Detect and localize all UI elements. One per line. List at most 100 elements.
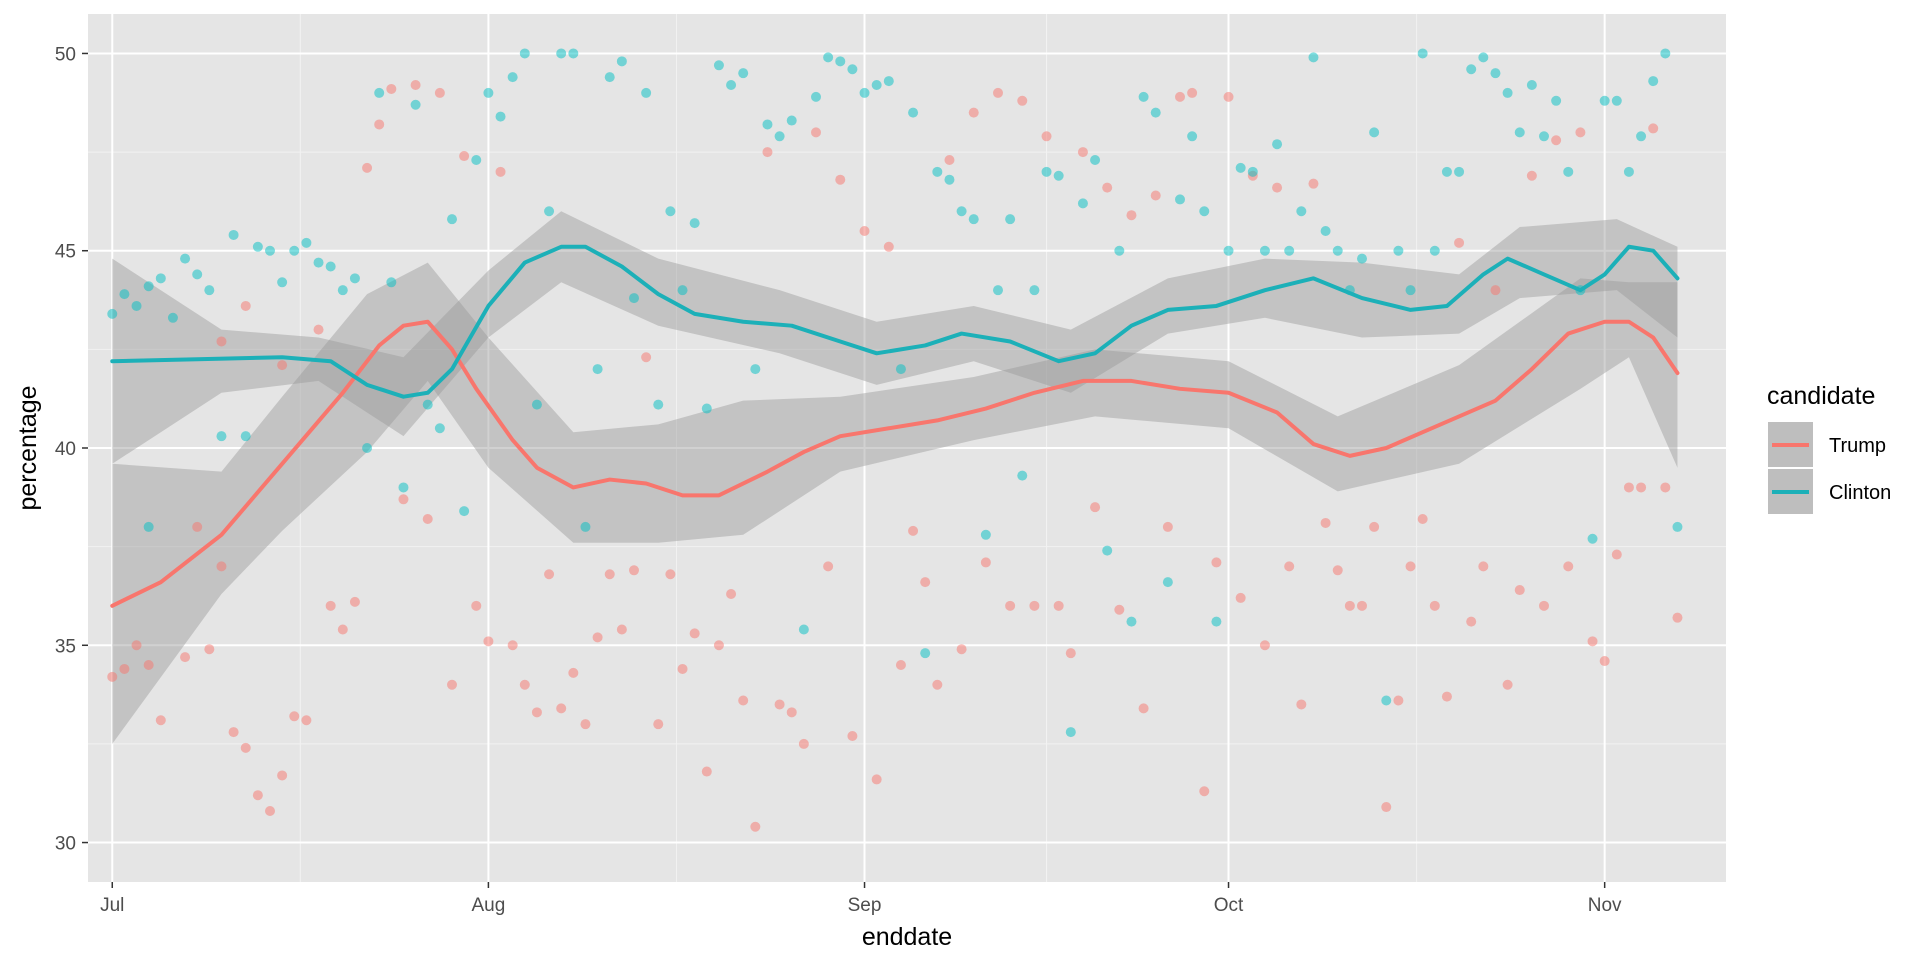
point-trump [1029, 600, 1040, 611]
point-trump [956, 644, 967, 655]
point-trump [301, 715, 312, 726]
point-trump [192, 521, 203, 532]
point-clinton [1102, 545, 1113, 556]
x-tick-label: Aug [471, 895, 505, 916]
point-trump [216, 561, 227, 572]
point-clinton [1514, 127, 1525, 138]
point-clinton [1175, 194, 1185, 205]
point-clinton [580, 521, 591, 532]
point-clinton [1648, 76, 1659, 87]
point-trump [629, 565, 639, 576]
point-clinton [1563, 166, 1574, 177]
point-trump [616, 624, 627, 635]
point-clinton [1284, 245, 1295, 256]
point-trump [798, 738, 809, 749]
point-trump [908, 525, 919, 536]
point-clinton [1587, 533, 1598, 544]
point-clinton [968, 214, 979, 225]
point-trump [726, 588, 737, 599]
point-clinton [131, 300, 142, 311]
point-trump [1017, 95, 1028, 106]
point-clinton [932, 166, 943, 177]
point-clinton [1272, 139, 1283, 150]
y-tick-label: 35 [55, 636, 76, 657]
ribbon-clinton [112, 211, 1678, 464]
point-trump [835, 174, 846, 185]
point-clinton [726, 80, 737, 91]
point-clinton [616, 56, 627, 67]
point-clinton [1017, 470, 1028, 481]
point-clinton [1490, 68, 1501, 79]
x-tick-label: Nov [1588, 895, 1622, 916]
point-clinton [1005, 214, 1016, 225]
point-clinton [204, 285, 215, 296]
point-trump [592, 632, 603, 643]
point-trump [362, 162, 373, 173]
point-trump [1466, 616, 1477, 627]
point-clinton [1660, 48, 1671, 59]
point-trump [349, 596, 360, 607]
point-trump [580, 719, 591, 730]
point-trump [1393, 695, 1404, 706]
point-clinton [1466, 64, 1477, 75]
point-clinton [374, 87, 385, 98]
point-clinton [1599, 95, 1610, 106]
y-axis: 30 35 40 45 50 [55, 44, 88, 855]
point-trump [1357, 600, 1367, 611]
point-clinton [653, 399, 664, 410]
ribbons [112, 211, 1678, 744]
trend-line-trump [110, 319, 1680, 608]
point-clinton [119, 289, 130, 300]
point-clinton [155, 273, 166, 284]
point-trump [1053, 600, 1064, 611]
legend-title: candidate [1767, 382, 1875, 410]
y-tick-label: 45 [55, 242, 76, 263]
point-clinton [240, 431, 251, 442]
point-trump [920, 577, 931, 588]
point-trump [434, 87, 445, 98]
point-trump [1563, 561, 1574, 572]
point-trump [422, 514, 433, 525]
ribbon-trump [112, 262, 1678, 744]
point-trump [713, 640, 724, 651]
point-clinton [1150, 107, 1161, 118]
point-trump [1490, 285, 1501, 296]
point-trump [1332, 565, 1343, 576]
point-trump [604, 569, 615, 580]
point-trump [1102, 182, 1113, 193]
point-clinton [459, 506, 470, 517]
point-trump [968, 107, 979, 118]
point-clinton [519, 48, 530, 59]
point-clinton [410, 99, 421, 110]
point-trump [1138, 703, 1149, 714]
point-trump [277, 770, 288, 781]
point-clinton [713, 60, 724, 71]
point-clinton [568, 48, 579, 59]
point-trump [495, 166, 506, 177]
point-trump [1090, 502, 1101, 513]
point-clinton [798, 624, 809, 635]
point-trump [519, 679, 530, 690]
point-trump [252, 790, 263, 801]
legend: candidate Trump Clinton [1767, 382, 1891, 514]
point-trump [1369, 521, 1380, 532]
point-clinton [556, 48, 567, 59]
point-trump [1211, 557, 1222, 568]
point-clinton [1381, 695, 1392, 706]
point-trump [762, 147, 773, 158]
point-clinton [1041, 166, 1052, 177]
point-trump [155, 715, 166, 726]
point-trump [568, 667, 579, 678]
point-trump [871, 774, 882, 785]
y-tick-label: 40 [55, 439, 76, 460]
point-trump [531, 707, 542, 718]
point-trump [180, 652, 191, 663]
point-clinton [1247, 166, 1258, 177]
point-clinton [143, 281, 154, 292]
point-trump [1575, 127, 1586, 138]
point-trump [1660, 482, 1671, 493]
point-clinton [883, 76, 894, 87]
point-trump [932, 679, 943, 690]
point-clinton [895, 364, 906, 375]
point-trump [1005, 600, 1016, 611]
